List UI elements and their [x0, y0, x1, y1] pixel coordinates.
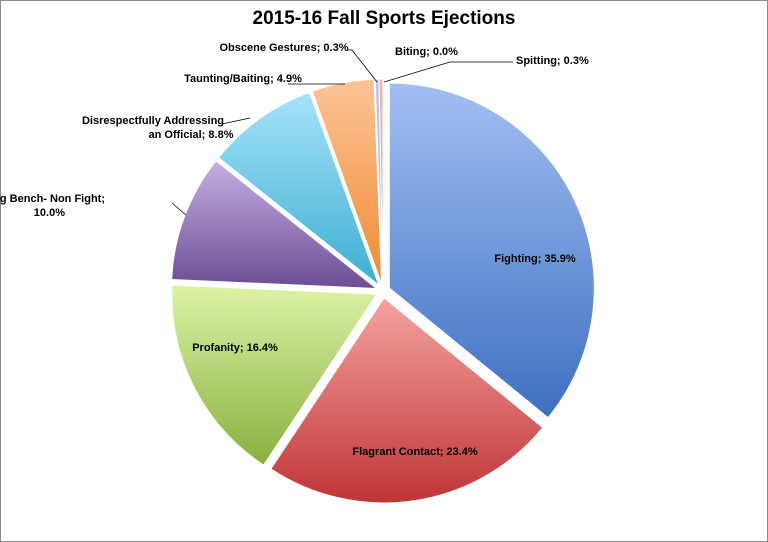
chart-title: 2015-16 Fall Sports Ejections: [252, 8, 516, 29]
pie-slice-disrespectfully-addressing-an-official: [217, 91, 380, 287]
pie-slice-leaving-bench-non-fight: [171, 160, 378, 290]
pie-slice-flagrant-contact: [270, 297, 544, 504]
leader-line: [383, 61, 513, 83]
data-label: Fighting; 35.9%: [494, 253, 576, 265]
data-label: 10.0%: [34, 207, 65, 219]
data-label: an Official; 8.8%: [149, 129, 234, 141]
pie-slice-spitting: [378, 78, 384, 285]
data-label: Flagrant Contact; 23.4%: [352, 446, 478, 458]
leader-line: [347, 49, 378, 83]
pie-slice-fighting: [388, 82, 595, 419]
data-label: Taunting/Baiting; 4.9%: [184, 73, 302, 85]
leader-line: [221, 117, 251, 125]
data-label: Obscene Gestures; 0.3%: [219, 42, 348, 54]
data-label: Disrespectfully Addressing: [82, 115, 224, 127]
data-label: Profanity; 16.4%: [192, 342, 278, 354]
data-label: Spitting; 0.3%: [516, 55, 589, 67]
leader-line: [171, 202, 187, 216]
data-label: Biting; 0.0%: [395, 46, 458, 58]
pie-slice-profanity: [171, 284, 378, 466]
pie-slice-taunting-baiting: [311, 78, 383, 285]
data-label: Leaving Bench- Non Fight;: [0, 193, 105, 205]
